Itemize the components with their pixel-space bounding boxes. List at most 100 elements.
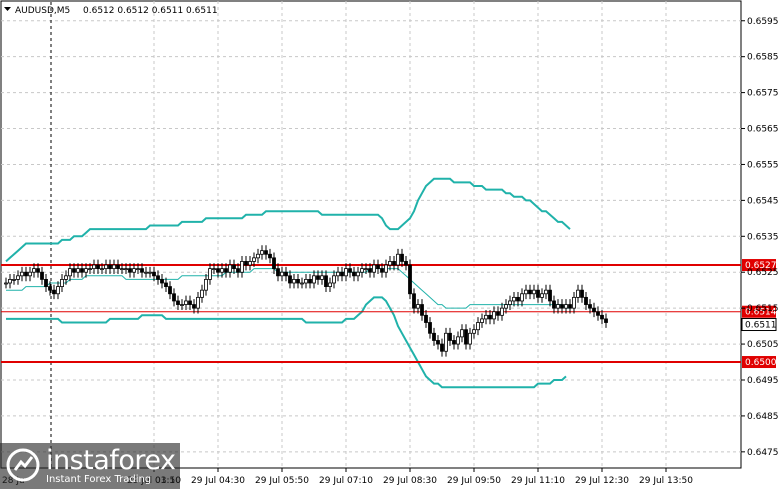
candle-body xyxy=(588,304,592,309)
candle-body xyxy=(504,304,508,309)
candle-body xyxy=(192,304,196,309)
level-price-box xyxy=(742,259,776,272)
candle-body xyxy=(336,271,340,277)
candle-body xyxy=(268,253,272,259)
candle-body xyxy=(604,318,608,323)
candle-body xyxy=(196,296,200,309)
candle-body xyxy=(232,264,236,270)
candle-body xyxy=(204,279,208,291)
candle-body xyxy=(76,268,80,273)
dropdown-triangle-icon[interactable] xyxy=(4,7,11,11)
candle-body xyxy=(248,261,252,266)
candle-body xyxy=(352,271,356,277)
candle-body xyxy=(20,271,24,277)
candle-body xyxy=(480,318,484,323)
candle-body xyxy=(116,264,120,270)
candle-body xyxy=(360,268,364,273)
candle-body xyxy=(376,264,380,270)
candle-body xyxy=(8,279,12,284)
candle-body xyxy=(304,279,308,284)
candle-body xyxy=(496,311,500,316)
candle-body xyxy=(384,264,388,273)
candle-body xyxy=(592,307,596,313)
lower-band-line xyxy=(6,296,567,389)
candle-body xyxy=(584,296,588,305)
logo-tagline: Instant Forex Trading xyxy=(46,474,152,485)
current-price-label: 0.6511 xyxy=(745,321,777,331)
y-tick-label: 0.6485 xyxy=(747,412,779,422)
candle-body xyxy=(400,253,404,262)
candle-body xyxy=(48,286,52,291)
candle-body xyxy=(364,268,368,271)
y-tick-label: 0.6525 xyxy=(747,268,779,278)
y-tick-label: 0.6535 xyxy=(747,232,779,242)
candle-body xyxy=(72,268,76,273)
candle-body xyxy=(124,268,128,271)
candle-body xyxy=(144,271,148,274)
symbol-label: AUDUSD,M5 xyxy=(15,6,70,16)
candle-body xyxy=(104,264,108,270)
x-tick-label: 29 Jul 04:30 xyxy=(191,476,245,486)
candle-body xyxy=(576,289,580,298)
candle-body xyxy=(444,332,448,352)
candle-body xyxy=(464,329,468,345)
candle-body xyxy=(512,296,516,302)
candle-body xyxy=(44,279,48,287)
candle-body xyxy=(548,289,552,302)
candle-body xyxy=(368,268,372,273)
y-tick-label: 0.6555 xyxy=(747,160,779,170)
candle-body xyxy=(252,257,256,262)
candle-body xyxy=(280,271,284,277)
logo-brand: instaforex xyxy=(46,445,176,476)
candle-body xyxy=(484,314,488,320)
candle-body xyxy=(424,314,428,323)
candle-body xyxy=(488,314,492,320)
candle-body xyxy=(84,268,88,273)
x-tick-label: 29 Jul 07:10 xyxy=(319,476,373,486)
candle-body xyxy=(240,261,244,273)
candle-body xyxy=(540,293,544,298)
candle-body xyxy=(380,268,384,273)
candle-body xyxy=(528,289,532,295)
candle-body xyxy=(152,271,156,277)
candle-body xyxy=(164,282,168,287)
ohlc-values: 0.6512 0.6512 0.6511 0.6511 xyxy=(83,6,218,16)
candle-body xyxy=(556,304,560,309)
candle-body xyxy=(324,275,328,287)
candle-body xyxy=(4,282,8,285)
candle-body xyxy=(312,275,316,284)
candle-body xyxy=(332,275,336,284)
x-tick-label: 29 Jul 12:30 xyxy=(575,476,629,486)
candle-body xyxy=(440,343,444,352)
candle-body xyxy=(520,293,524,302)
candle-body xyxy=(452,340,456,345)
bollinger-bands xyxy=(5,177,571,389)
x-tick-label: 29 Jul 05:50 xyxy=(255,476,309,486)
candle-body xyxy=(288,275,292,284)
candle-body xyxy=(148,271,152,274)
candle-body xyxy=(328,282,332,287)
candle-body xyxy=(80,268,84,273)
candle-body xyxy=(188,300,192,305)
candle-body xyxy=(40,271,44,280)
candle-body xyxy=(420,304,424,316)
candle-body xyxy=(64,275,68,280)
instaforex-logo: instaforex Instant Forex Trading xyxy=(0,443,180,489)
level-price-box xyxy=(742,356,776,369)
candle-body xyxy=(184,300,188,305)
candle-body xyxy=(112,264,116,270)
candle-body xyxy=(132,268,136,273)
candle-body xyxy=(408,264,412,295)
candle-body xyxy=(260,250,264,255)
candle-body xyxy=(396,253,400,266)
candle-body xyxy=(244,261,248,266)
candle-body xyxy=(128,268,132,273)
candle-body xyxy=(560,304,564,309)
candle-body xyxy=(580,289,584,298)
x-tick-label: 29 Jul 13:50 xyxy=(639,476,693,486)
candle-body xyxy=(460,329,464,338)
candle-body xyxy=(532,289,536,295)
candle-body xyxy=(208,268,212,280)
candle-body xyxy=(88,268,92,271)
